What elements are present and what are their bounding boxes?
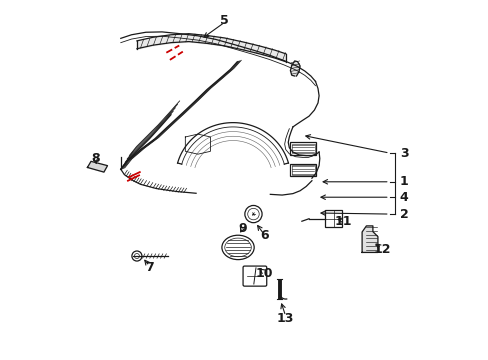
Polygon shape [290,61,300,76]
Text: 3: 3 [399,147,407,159]
Text: 4: 4 [399,192,407,204]
Bar [290,142,316,155]
Polygon shape [362,226,377,252]
Text: 13: 13 [277,311,294,325]
Text: 7: 7 [145,261,154,274]
Bar [290,164,316,176]
Bar [325,210,342,227]
Text: 5: 5 [220,14,229,27]
Bar [291,144,314,153]
Text: 2: 2 [399,208,407,221]
Text: 11: 11 [334,215,351,228]
Text: 9: 9 [238,222,246,235]
Text: 10: 10 [255,267,272,280]
Text: 6: 6 [260,229,268,242]
Text: 12: 12 [373,243,390,256]
Polygon shape [87,161,107,172]
Text: 1: 1 [399,175,407,188]
Bar [291,165,314,175]
Text: 8: 8 [91,152,100,165]
